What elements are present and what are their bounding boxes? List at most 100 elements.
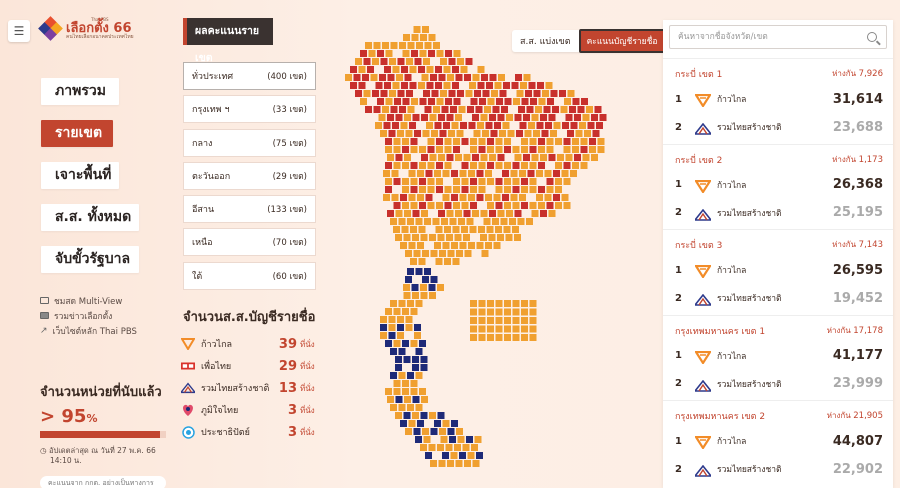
district-cell (475, 106, 483, 113)
district-cell (423, 436, 431, 443)
district-cell (412, 292, 419, 299)
district-cell (491, 90, 498, 97)
district-cell (449, 436, 456, 443)
district-cell (397, 332, 404, 339)
region-item[interactable]: กลาง (75 เขต) (183, 128, 316, 157)
district-cell (509, 218, 516, 225)
candidate-rank: 2 (675, 378, 682, 389)
nav-overview[interactable]: ภาพรวม (41, 78, 119, 105)
district-cell (385, 50, 393, 57)
candidate-party: ก้าวไกล (717, 437, 747, 447)
bangkok-district-cell (521, 325, 528, 333)
district-cell (423, 58, 430, 65)
district-cell (431, 130, 438, 137)
district-cell (544, 194, 552, 201)
district-cell (537, 82, 544, 89)
district-cell (470, 202, 477, 209)
region-item[interactable]: เหนือ (70 เขต) (183, 228, 316, 257)
district-cell (373, 42, 381, 49)
district-card[interactable]: กระบี่ เขต 1 ห่างกัน 7,926 1 ก้าวไกล 31,614 2… (663, 58, 893, 144)
district-cell (589, 146, 596, 153)
counted-progress-bar (40, 431, 166, 438)
candidate-votes: 26,368 (832, 177, 883, 192)
ruam-thai-logo-icon (693, 206, 713, 221)
district-cell (582, 114, 590, 121)
district-cell (418, 82, 425, 89)
district-cell (438, 74, 446, 81)
region-item[interactable]: ตะวันออก (29 เขต) (183, 161, 316, 190)
district-cell (481, 74, 488, 81)
district-cell (455, 74, 463, 81)
district-cell (523, 74, 531, 81)
district-cell (565, 114, 573, 121)
search-input[interactable]: ค้นหาจากชื่อจังหวัด/เขต (669, 25, 887, 49)
district-cell (430, 250, 438, 257)
nav-by-district[interactable]: รายเขต (41, 120, 113, 147)
toggle-party-list[interactable]: คะแนนบัญชีรายชื่อ (578, 29, 666, 53)
district-cell (444, 202, 452, 209)
district-cell (385, 388, 392, 395)
district-cell (421, 396, 428, 403)
official-score-note[interactable]: คะแนนจาก กกต. อย่างเป็นทางการ (40, 476, 166, 488)
bangkok-district-cell (529, 308, 537, 316)
district-cell (519, 194, 526, 201)
district-cell (493, 194, 501, 201)
district-cell (563, 138, 571, 145)
district-cell (596, 122, 603, 129)
district-cell (529, 162, 537, 169)
region-item[interactable]: ใต้ (60 เขต) (183, 261, 316, 290)
district-card[interactable]: กรุงเทพมหานคร เขต 2 ห่างกัน 21,905 1 ก้าวไก… (663, 400, 893, 486)
district-margin: ห่างกัน 17,178 (827, 324, 883, 338)
district-cell (401, 226, 409, 233)
district-cell (476, 242, 484, 249)
district-cell (404, 210, 411, 217)
site-logo[interactable]: Thai PBS เลือกตั้ง 66 คนไทยเลือกอนาคตประ… (38, 16, 134, 41)
district-cell (546, 146, 554, 153)
bangkok-district-cell (495, 325, 503, 333)
district-cell (476, 452, 483, 459)
district-card[interactable]: กระบี่ เขต 2 ห่างกัน 1,173 1 ก้าวไกล 26,368 2… (663, 143, 893, 230)
district-cell (400, 122, 408, 129)
region-count: (33 เขต) (272, 105, 307, 116)
district-list: กระบี่ เขต 1 ห่างกัน 7,926 1 ก้าวไกล 31,614 2… (663, 58, 893, 486)
candidate-votes: 22,902 (832, 461, 883, 477)
candidate-row-first: 1 ก้าวไกล 31,614 (675, 85, 883, 113)
district-cell (538, 138, 545, 145)
link-news[interactable]: รวมข่าวเลือกตั้ง (40, 308, 137, 323)
map-mode-toggle[interactable]: ส.ส. แบ่งเขต คะแนนบัญชีรายชื่อ (512, 29, 669, 53)
district-cell (390, 106, 398, 113)
district-cell (453, 138, 460, 145)
toggle-constituency[interactable]: ส.ส. แบ่งเขต (520, 37, 571, 47)
district-cell (440, 58, 447, 65)
region-name: ทั่วประเทศ (192, 72, 234, 82)
district-cell (572, 162, 579, 169)
district-cell (446, 210, 454, 217)
district-cell (453, 50, 461, 57)
link-multiview[interactable]: ชมสด Multi-View (40, 293, 137, 308)
district-cell (464, 460, 471, 467)
district-cell (461, 202, 469, 209)
hamburger-menu-button[interactable]: ☰ (8, 20, 30, 42)
district-card[interactable]: กรุงเทพมหานคร เขต 1 ห่างกัน 17,178 1 ก้าวไก… (663, 314, 893, 401)
district-cell (383, 170, 390, 177)
nav-drill-down[interactable]: เจาะพื้นที่ (41, 162, 119, 189)
district-cell (360, 50, 367, 57)
region-item[interactable]: อีสาน (133 เขต) (183, 195, 316, 224)
nav-coalition[interactable]: จับขั้วรัฐบาล (41, 246, 139, 273)
region-item[interactable]: ทั่วประเทศ (400 เขต) (183, 62, 316, 90)
nav-all-mps[interactable]: ส.ส. ทั้งหมด (41, 204, 139, 231)
district-cell (488, 234, 496, 241)
ruam-thai-logo-icon (693, 291, 713, 306)
thailand-district-map[interactable] (325, 18, 655, 488)
district-cell (451, 194, 458, 201)
district-card[interactable]: กระบี่ เขต 3 ห่างกัน 7,143 1 ก้าวไกล 26,595 2… (663, 229, 893, 315)
district-cell (461, 162, 469, 169)
search-icon[interactable] (867, 32, 877, 42)
region-name: เหนือ (192, 238, 213, 249)
link-thaipbs[interactable]: ↗ เว็บไซต์หลัก Thai PBS (40, 323, 137, 338)
region-item[interactable]: กรุงเทพ ฯ (33 เขต) (183, 95, 316, 124)
district-cell (425, 170, 433, 177)
district-cell (513, 98, 520, 105)
district-cell (378, 114, 386, 121)
district-cell (410, 202, 418, 209)
